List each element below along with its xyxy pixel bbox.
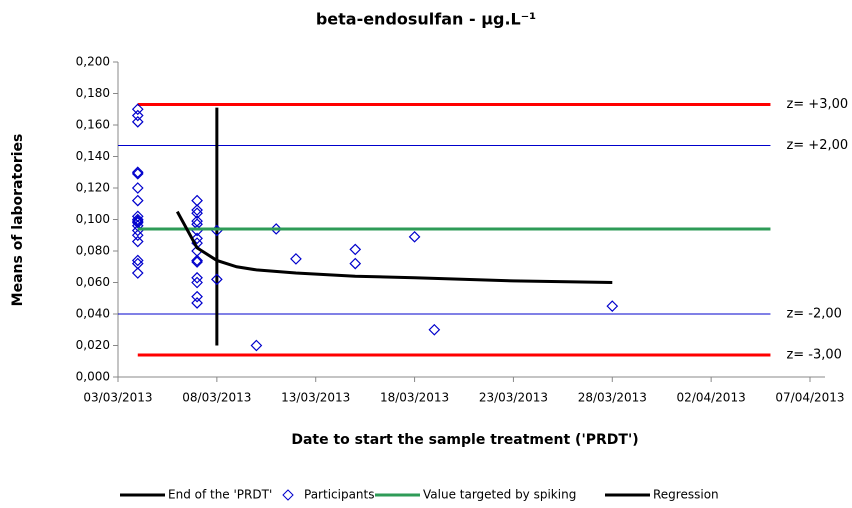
data-point — [131, 194, 144, 207]
data-point — [191, 207, 203, 220]
legend: End of the 'PRDT' Participants Value tar… — [120, 488, 719, 502]
y-tick-label: 0,120 — [76, 181, 110, 195]
data-point — [131, 257, 144, 270]
data-point — [191, 290, 203, 303]
data-point — [131, 267, 144, 279]
x-tick-label: 18/03/2013 — [380, 391, 449, 405]
data-point — [131, 103, 144, 116]
data-point — [191, 271, 203, 284]
data-point — [270, 223, 283, 235]
x-tick-label: 07/04/2013 — [775, 391, 844, 405]
y-tick-label: 0,040 — [76, 307, 110, 321]
data-point — [191, 256, 203, 268]
y-tick-label: 0,000 — [76, 370, 110, 384]
legend-label: Participants — [304, 488, 375, 502]
data-point — [131, 213, 144, 226]
data-point — [131, 216, 144, 229]
y-tick-label: 0,200 — [76, 55, 110, 69]
data-point — [428, 323, 441, 336]
data-point — [131, 109, 144, 122]
data-point — [191, 297, 203, 309]
data-point — [408, 230, 421, 243]
y-tick-label: 0,140 — [76, 149, 110, 163]
y-tick-label: 0,020 — [76, 338, 110, 352]
data-point — [349, 257, 362, 270]
legend-label: Value targeted by spiking — [423, 488, 576, 502]
data-point — [349, 243, 362, 256]
data-point — [191, 194, 203, 207]
y-tick-label: 0,080 — [76, 244, 110, 258]
x-tick-label: 02/04/2013 — [677, 391, 746, 405]
x-tick-label: 28/03/2013 — [578, 391, 647, 405]
y-tick-label: 0,060 — [76, 275, 110, 289]
legend-label: End of the 'PRDT' — [168, 488, 272, 502]
data-point — [191, 232, 203, 245]
y-axis-title: Means of laboratories — [10, 134, 26, 307]
series-line — [175, 210, 613, 284]
data-point — [606, 300, 619, 312]
y-tick-label: 0,180 — [76, 86, 110, 100]
y-tick-label: 0,100 — [76, 212, 110, 226]
data-point — [191, 204, 203, 216]
legend-swatch — [282, 489, 294, 501]
data-point — [131, 254, 144, 267]
x-axis-title: Date to start the sample treatment ('PRD… — [291, 432, 638, 448]
chart-title: beta-endosulfan - µg.L⁻¹ — [316, 10, 536, 29]
reference-label: z= -3,00 — [786, 347, 842, 362]
x-tick-label: 23/03/2013 — [479, 391, 548, 405]
reference-label: z= -2,00 — [786, 307, 842, 322]
data-point — [131, 167, 144, 180]
data-point — [250, 339, 263, 352]
data-point — [131, 116, 144, 128]
data-point — [191, 276, 203, 289]
legend-label: Regression — [653, 488, 719, 502]
x-tick-label: 08/03/2013 — [182, 391, 251, 405]
data-point — [131, 229, 144, 242]
data-point — [191, 254, 203, 267]
x-tick-label: 13/03/2013 — [281, 391, 350, 405]
reference-label: z= +3,00 — [786, 97, 848, 112]
reference-label: z= +2,00 — [786, 138, 848, 153]
data-point — [131, 235, 144, 248]
x-tick-label: 03/03/2013 — [83, 391, 152, 405]
data-point — [131, 166, 144, 179]
data-point — [290, 253, 302, 265]
y-tick-label: 0,160 — [76, 118, 110, 132]
data-point — [211, 273, 223, 286]
data-point — [131, 182, 144, 194]
